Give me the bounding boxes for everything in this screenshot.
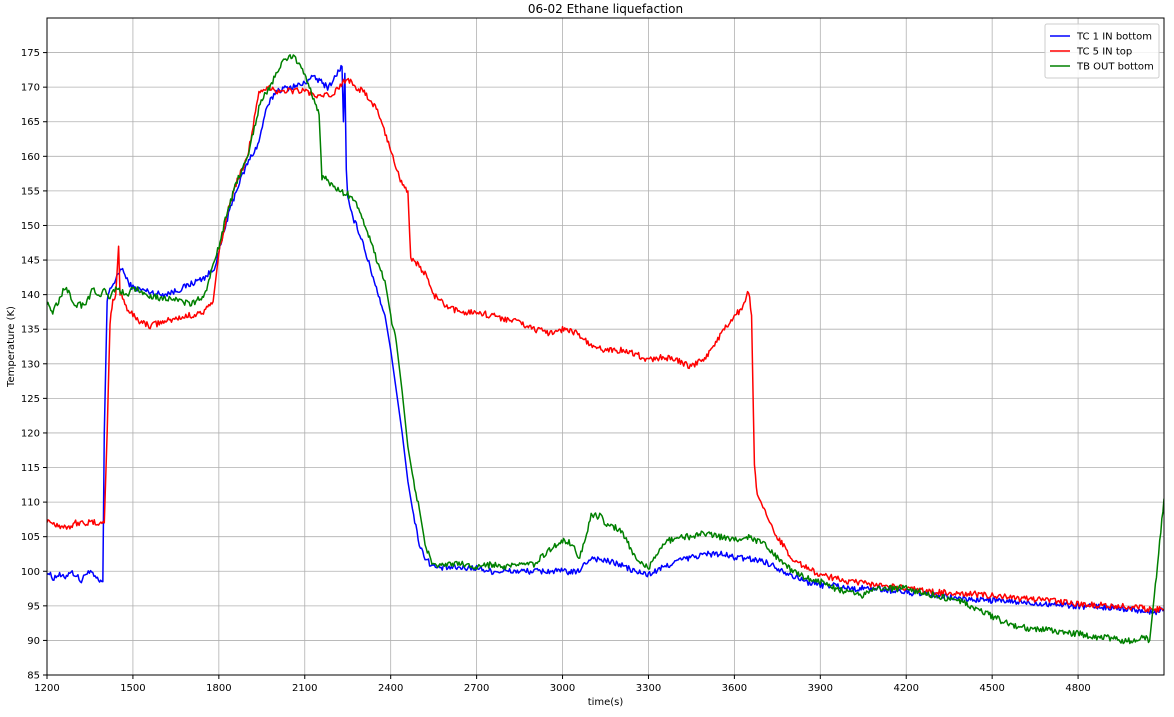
y-tick-label: 110 xyxy=(21,498,40,509)
series-line-1 xyxy=(47,64,1164,616)
y-tick-label: 85 xyxy=(27,671,40,682)
y-tick-label: 135 xyxy=(21,325,40,336)
y-tick-label: 115 xyxy=(21,463,40,474)
legend: TC 1 IN bottom TC 5 IN top TB OUT bottom xyxy=(1044,23,1160,79)
x-tick-label: 4800 xyxy=(1065,683,1090,694)
y-tick-label: 95 xyxy=(27,601,40,612)
x-tick-label: 4200 xyxy=(894,683,919,694)
legend-label: TB OUT bottom xyxy=(1076,62,1154,73)
series-lines xyxy=(47,54,1164,645)
y-tick-label: 90 xyxy=(27,636,40,647)
y-tick-label: 140 xyxy=(21,290,40,301)
y-tick-label: 145 xyxy=(21,256,40,267)
chart-title: 06-02 Ethane liquefaction xyxy=(528,2,683,16)
x-tick-label: 2400 xyxy=(378,683,403,694)
y-tick-label: 170 xyxy=(21,83,40,94)
y-tick-label: 130 xyxy=(21,359,40,370)
x-tick-label: 1500 xyxy=(120,683,145,694)
x-tick-label: 4500 xyxy=(979,683,1004,694)
x-tick-label: 1800 xyxy=(206,683,231,694)
plot-frame xyxy=(46,17,1165,676)
y-tick-label: 100 xyxy=(21,567,40,578)
x-tick-label: 2100 xyxy=(292,683,317,694)
x-tick-label: 3300 xyxy=(636,683,661,694)
y-axis-label: Temperature (K) xyxy=(6,306,17,388)
x-tick-label: 1200 xyxy=(34,683,59,694)
x-tick-label: 3900 xyxy=(808,683,833,694)
y-tick-label: 155 xyxy=(21,186,40,197)
legend-label: TC 5 IN top xyxy=(1076,47,1132,58)
x-axis-label: time(s) xyxy=(588,697,624,708)
y-tick-label: 175 xyxy=(21,48,40,59)
y-tick-label: 150 xyxy=(21,221,40,232)
x-tick-label: 3600 xyxy=(722,683,747,694)
grid-lines xyxy=(46,18,1164,676)
legend-box xyxy=(1044,23,1160,79)
y-tick-label: 120 xyxy=(21,428,40,439)
y-tick-label: 160 xyxy=(21,152,40,163)
series-line-3 xyxy=(47,54,1164,645)
series-line-2 xyxy=(47,77,1164,613)
y-tick-label: 125 xyxy=(21,394,40,405)
axis-ticks: 1200 1500 1800 2100 2400 2700 3000 3300 3600 3900… xyxy=(21,48,1091,694)
y-tick-label: 165 xyxy=(21,117,40,128)
x-tick-label: 3000 xyxy=(550,683,575,694)
y-tick-label: 105 xyxy=(21,532,40,543)
legend-label: TC 1 IN bottom xyxy=(1076,32,1152,43)
x-tick-label: 2700 xyxy=(464,683,489,694)
